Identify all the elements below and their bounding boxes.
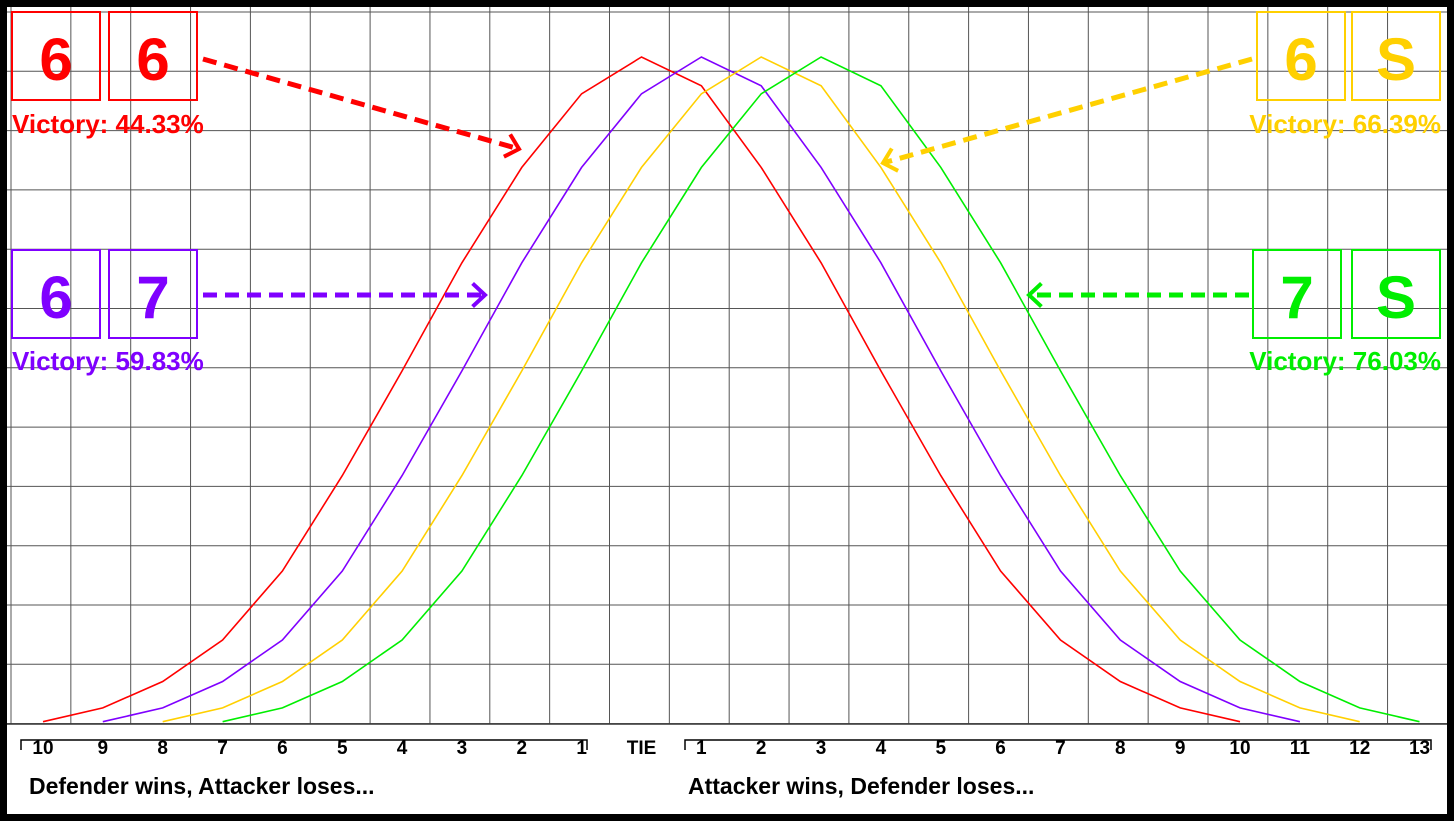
- x-tick-label: 8: [157, 738, 168, 759]
- series-line-red: [42, 56, 1241, 723]
- x-tick-label: 13: [1409, 738, 1430, 759]
- x-tick-label: 7: [1055, 738, 1066, 759]
- x-tick-label: 5: [337, 738, 348, 759]
- die-box: [11, 249, 101, 339]
- series-line-purple: [102, 56, 1301, 723]
- x-tick-label: 11: [1290, 738, 1311, 759]
- chart-frame: 10 9 8 7 6 5 4 3 2 1 TIE 1 2 3 4 5 6 7 8 9 10 11 12 13 Defender …: [7, 7, 1447, 814]
- die-value: 7: [136, 264, 169, 331]
- x-tick-label: 5: [935, 738, 946, 759]
- attacker-bracket: [684, 739, 1432, 750]
- x-tick-label: 1: [696, 738, 707, 759]
- x-tick-label: 2: [756, 738, 767, 759]
- x-tick-label: 8: [1115, 738, 1126, 759]
- arrow-head-purple: [471, 281, 488, 309]
- x-tick-label: 6: [277, 738, 288, 759]
- arrow-head-yellow: [880, 147, 900, 173]
- arrow-head-green: [1026, 281, 1043, 309]
- die-box: [1252, 249, 1342, 339]
- arrow-head-red: [502, 133, 522, 159]
- x-tick-label: 7: [217, 738, 228, 759]
- x-tick-label: TIE: [627, 738, 657, 759]
- die-box: [1256, 11, 1346, 101]
- x-tick-label: 4: [397, 738, 408, 759]
- die-box: [108, 11, 198, 101]
- die-value: 7: [1280, 264, 1313, 331]
- grid: [7, 7, 1447, 725]
- x-tick-label: 10: [1229, 738, 1250, 759]
- x-tick-labels: 10 9 8 7 6 5 4 3 2 1 TIE 1 2 3 4 5 6 7 8 9 10 11 12 13: [32, 738, 1430, 759]
- victory-label-yellow: Victory: 66.39%: [1249, 109, 1441, 139]
- x-tick-label: 3: [457, 738, 468, 759]
- x-tick-label: 3: [816, 738, 827, 759]
- series-line-yellow: [162, 56, 1360, 723]
- victory-label-green: Victory: 76.03%: [1249, 346, 1441, 376]
- die-value: 6: [1284, 26, 1317, 93]
- arrow-line-yellow: [882, 56, 1253, 166]
- x-tick-label: 2: [517, 738, 528, 759]
- x-tick-label: 4: [876, 738, 887, 759]
- die-box: [11, 11, 101, 101]
- series-line-green: [222, 56, 1420, 723]
- x-tick-label: 12: [1349, 738, 1370, 759]
- x-tick-label: 9: [1175, 738, 1186, 759]
- die-box: [1351, 11, 1441, 101]
- die-box: [108, 249, 198, 339]
- die-value: 6: [136, 26, 169, 93]
- defender-caption: Defender wins, Attacker loses...: [29, 773, 375, 799]
- die-value: 6: [39, 264, 72, 331]
- victory-label-purple: Victory: 59.83%: [12, 346, 204, 376]
- die-value: S: [1376, 26, 1416, 93]
- die-value: S: [1376, 264, 1416, 331]
- x-tick-label: 6: [995, 738, 1006, 759]
- victory-label-red: Victory: 44.33%: [12, 109, 204, 139]
- x-tick-label: 10: [32, 738, 53, 759]
- probability-chart: 10 9 8 7 6 5 4 3 2 1 TIE 1 2 3 4 5 6 7 8 9 10 11 12 13Defender …: [7, 7, 1447, 799]
- die-value: 6: [39, 26, 72, 93]
- arrow-line-red: [202, 56, 520, 152]
- x-tick-label: 9: [98, 738, 109, 759]
- x-tick-label: 1: [576, 738, 587, 759]
- die-box: [1351, 249, 1441, 339]
- defender-bracket: [20, 739, 588, 750]
- attacker-caption: Attacker wins, Defender loses...: [688, 773, 1034, 799]
